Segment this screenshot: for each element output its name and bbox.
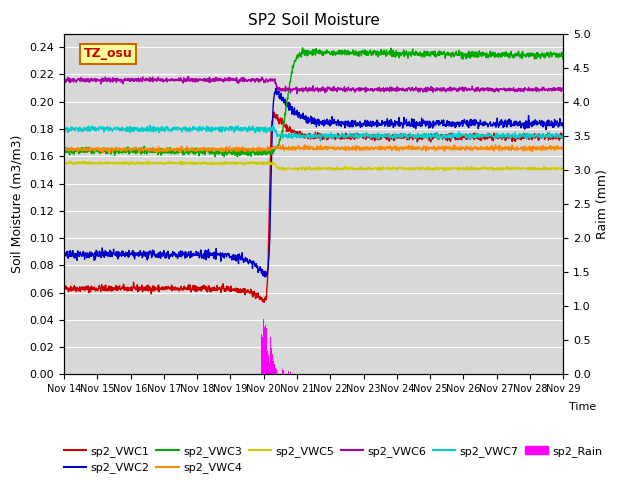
sp2_VWC2 [273, 91, 280, 97]
sp2_VWC3 [211, 154, 219, 160]
Legend: sp2_VWC1, sp2_VWC2, sp2_VWC3, sp2_VWC4, sp2_VWC5, sp2_VWC6, sp2_VWC7, sp2_Rain: sp2_VWC1, sp2_VWC2, sp2_VWC3, sp2_VWC4, … [60, 442, 607, 478]
sp2_VWC6 [119, 81, 127, 87]
sp2_VWC6 [292, 85, 300, 91]
sp2_VWC5 [272, 164, 280, 169]
sp2_VWC2 [272, 85, 280, 91]
sp2_VWC5 [292, 167, 300, 172]
sp2_VWC6 [283, 87, 291, 93]
sp2_VWC2 [261, 274, 269, 280]
sp2_VWC7 [146, 122, 154, 128]
sp2_VWC4 [292, 146, 300, 152]
sp2_VWC4 [119, 145, 127, 151]
sp2_VWC2 [345, 120, 353, 126]
sp2_VWC3 [345, 50, 353, 56]
Line: sp2_VWC3: sp2_VWC3 [64, 48, 563, 157]
Line: sp2_VWC2: sp2_VWC2 [64, 88, 563, 277]
sp2_VWC7 [99, 124, 106, 130]
sp2_VWC7 [559, 133, 567, 139]
sp2_VWC2 [292, 109, 300, 115]
sp2_VWC4 [344, 146, 352, 152]
sp2_VWC1 [273, 116, 280, 121]
sp2_VWC3 [283, 103, 291, 109]
sp2_VWC7 [292, 134, 300, 140]
sp2_VWC6 [272, 81, 280, 86]
sp2_VWC6 [184, 74, 192, 80]
sp2_VWC6 [345, 85, 353, 91]
sp2_VWC4 [283, 146, 291, 152]
sp2_VWC7 [272, 127, 280, 133]
Text: Time: Time [569, 402, 596, 412]
sp2_VWC4 [492, 142, 499, 148]
sp2_VWC6 [293, 91, 301, 96]
Line: sp2_VWC6: sp2_VWC6 [64, 77, 563, 94]
sp2_VWC3 [60, 150, 68, 156]
sp2_VWC1 [292, 130, 300, 135]
sp2_VWC7 [119, 127, 127, 132]
Line: sp2_VWC5: sp2_VWC5 [64, 161, 563, 171]
sp2_VWC5 [440, 168, 447, 174]
sp2_VWC1 [559, 133, 567, 139]
sp2_VWC2 [60, 250, 68, 256]
sp2_VWC4 [272, 144, 280, 149]
sp2_VWC5 [119, 161, 127, 167]
sp2_VWC2 [99, 251, 106, 257]
sp2_VWC5 [99, 160, 106, 166]
sp2_VWC3 [99, 148, 106, 154]
sp2_VWC2 [119, 249, 127, 254]
sp2_VWC2 [283, 100, 291, 106]
sp2_VWC7 [317, 138, 324, 144]
sp2_VWC6 [99, 77, 106, 83]
Line: sp2_VWC7: sp2_VWC7 [64, 125, 563, 141]
sp2_VWC7 [60, 125, 68, 131]
Title: SP2 Soil Moisture: SP2 Soil Moisture [248, 13, 380, 28]
sp2_VWC3 [272, 144, 280, 150]
Y-axis label: Raim (mm): Raim (mm) [596, 169, 609, 239]
sp2_VWC1 [345, 135, 353, 141]
sp2_VWC3 [119, 149, 127, 155]
sp2_VWC7 [283, 134, 291, 140]
sp2_VWC1 [283, 123, 291, 129]
sp2_VWC4 [60, 148, 68, 154]
sp2_VWC4 [559, 146, 567, 152]
sp2_VWC4 [153, 150, 161, 156]
sp2_VWC5 [559, 166, 567, 171]
sp2_VWC4 [99, 145, 106, 151]
sp2_VWC1 [260, 300, 268, 305]
sp2_VWC1 [270, 109, 278, 115]
sp2_VWC5 [177, 158, 184, 164]
Line: sp2_VWC1: sp2_VWC1 [64, 112, 563, 302]
Text: TZ_osu: TZ_osu [84, 48, 132, 60]
Line: sp2_VWC4: sp2_VWC4 [64, 145, 563, 153]
Y-axis label: Soil Moisture (m3/m3): Soil Moisture (m3/m3) [11, 135, 24, 273]
sp2_VWC1 [99, 286, 106, 291]
sp2_VWC3 [559, 54, 567, 60]
sp2_VWC3 [292, 59, 300, 64]
sp2_VWC1 [119, 283, 127, 289]
sp2_VWC6 [559, 86, 567, 92]
sp2_VWC5 [344, 166, 352, 171]
sp2_VWC2 [559, 121, 567, 127]
sp2_VWC6 [60, 75, 68, 81]
sp2_VWC7 [345, 132, 353, 138]
sp2_VWC1 [60, 285, 68, 290]
sp2_VWC5 [60, 161, 68, 167]
sp2_VWC3 [299, 45, 307, 51]
sp2_VWC5 [283, 166, 291, 171]
